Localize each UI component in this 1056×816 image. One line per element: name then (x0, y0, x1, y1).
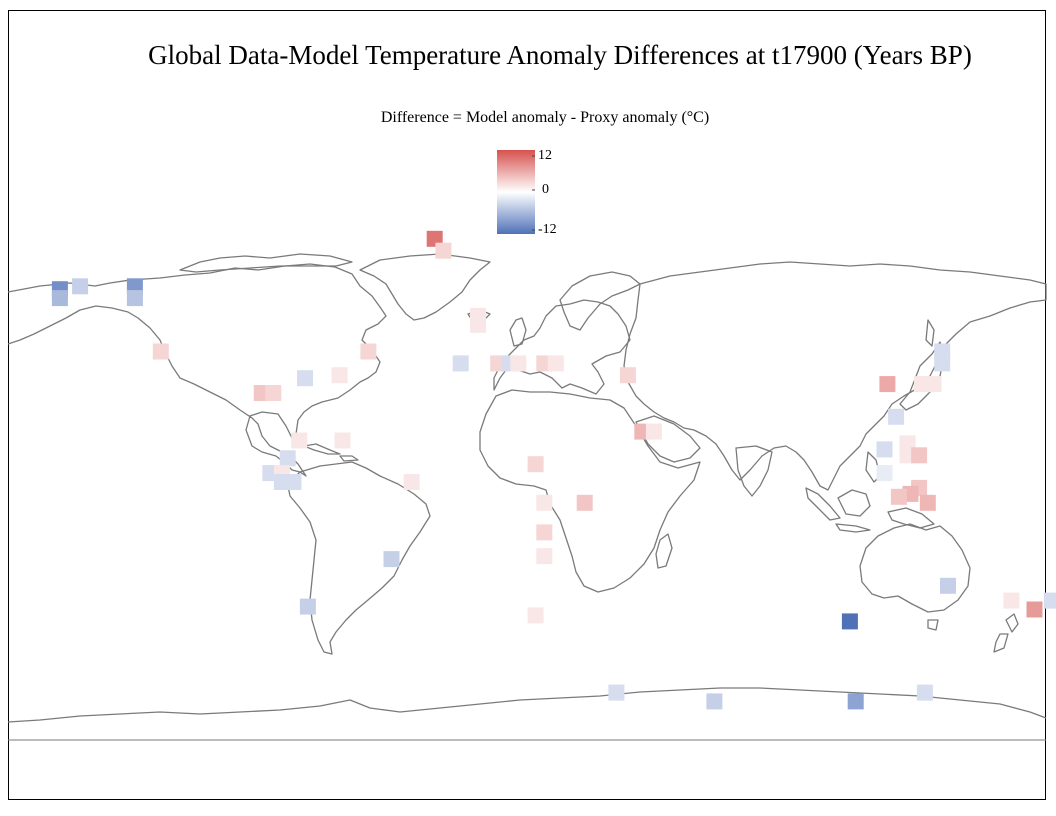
site-cell (916, 684, 933, 701)
coastline-new-guinea (887, 507, 935, 529)
site-cell (279, 450, 296, 467)
site-cell (876, 465, 893, 482)
site-cell (1026, 601, 1043, 618)
coastline-africa (479, 389, 701, 593)
site-cell (527, 456, 544, 473)
coastline-south-america (287, 461, 431, 655)
coastline-tasmania (927, 619, 939, 631)
site-cell (360, 343, 377, 360)
site-cell (291, 432, 308, 449)
site-cell (51, 290, 68, 307)
site-cell (536, 548, 553, 565)
site-cell (841, 613, 858, 630)
site-cell (510, 355, 527, 372)
colorbar-gradient (497, 150, 535, 234)
site-cell (1003, 592, 1020, 609)
site-cell (934, 343, 951, 360)
coastline-india (735, 445, 773, 497)
site-cell (331, 367, 348, 384)
site-cell (888, 408, 905, 425)
site-cell (940, 577, 956, 594)
colorbar-mid-label: 0 (542, 182, 549, 197)
colorbar (497, 150, 535, 234)
site-cell (527, 607, 544, 624)
site-cell (265, 385, 282, 401)
map-title: Global Data-Model Temperature Anomaly Di… (148, 40, 972, 70)
coastline-sumatra (805, 487, 841, 521)
coastline-australia (859, 523, 971, 613)
coastline-borneo (837, 489, 871, 517)
site-cell (536, 524, 553, 541)
site-cell (1043, 592, 1056, 609)
coastline-java (835, 523, 871, 533)
site-cell (919, 494, 936, 511)
coastline-arctic-islands (179, 253, 353, 273)
coastline-hispaniola (339, 455, 359, 462)
site-cell (847, 693, 864, 710)
colorbar-min-label: -12 (538, 222, 557, 237)
colorbar-caption: Difference = Model anomaly - Proxy anoma… (380, 109, 710, 126)
coastline-cuba (303, 443, 341, 455)
site-cell (435, 242, 452, 259)
site-cell (576, 494, 593, 511)
site-cell (297, 370, 313, 387)
site-cell (334, 432, 351, 449)
site-cell (536, 494, 553, 511)
site-cell (925, 376, 942, 393)
site-cell (547, 355, 564, 372)
site-cell (452, 355, 469, 372)
site-cell (890, 488, 907, 505)
site-cell (876, 441, 893, 458)
site-cell (911, 447, 928, 464)
coastline-scandinavia (559, 271, 641, 331)
coastline-new-zealand (993, 613, 1019, 653)
site-cell (645, 423, 662, 440)
coastline-sakhalin (925, 319, 935, 347)
colorbar-max-label: 12 (538, 148, 552, 163)
site-cell (403, 474, 420, 490)
site-cell (152, 343, 169, 360)
coastline-antarctica (7, 687, 1047, 723)
site-cell (706, 693, 723, 710)
site-cell (299, 598, 316, 615)
site-cell (619, 367, 636, 384)
coastline-arabia (635, 415, 701, 463)
coastlines (7, 253, 1047, 741)
site-cell (285, 474, 302, 490)
proxy-site-cells (51, 230, 1056, 710)
figure-frame (8, 10, 1046, 800)
site-cell (383, 551, 400, 568)
site-cell (879, 376, 896, 393)
site-cell (72, 278, 89, 295)
site-cell (608, 684, 625, 701)
site-cell (470, 316, 486, 333)
coastline-madagascar (655, 533, 673, 569)
coastline-britain (509, 317, 527, 347)
coastline-asia (623, 261, 1047, 491)
site-cell (126, 290, 143, 307)
coastline-europe (493, 299, 631, 395)
